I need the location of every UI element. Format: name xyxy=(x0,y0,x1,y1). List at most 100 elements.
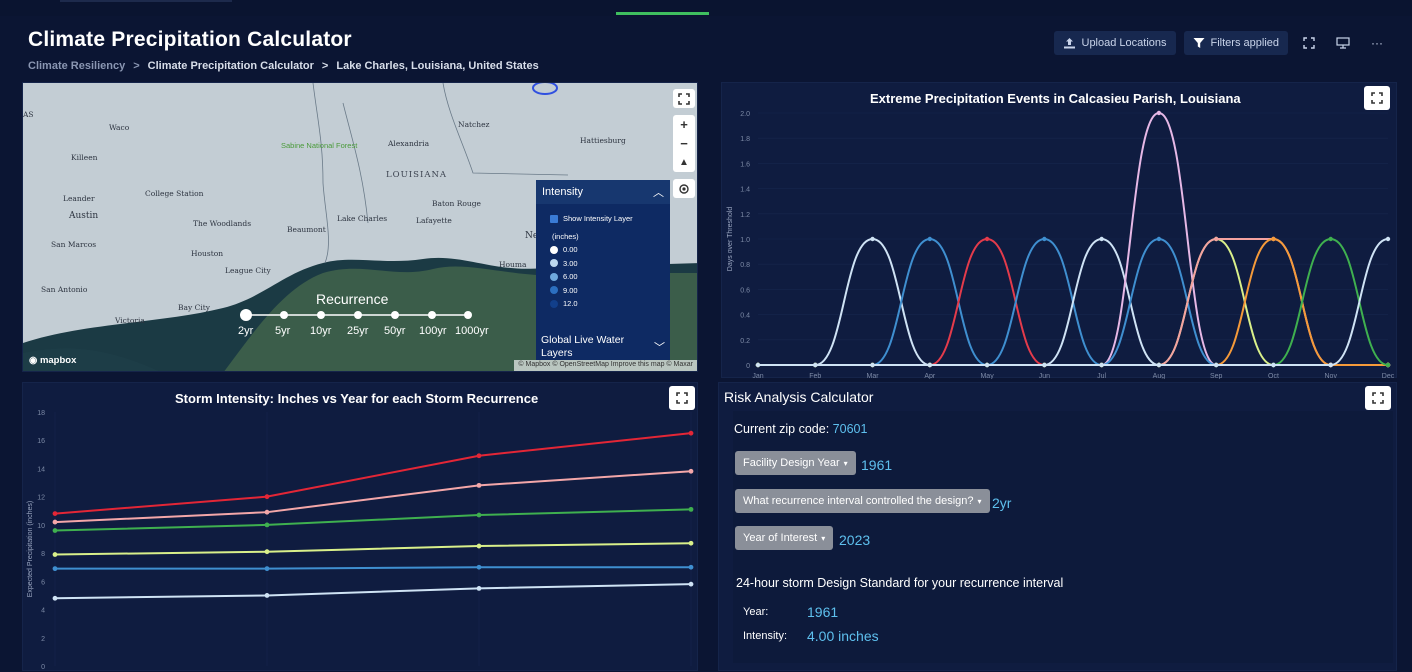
filters-applied-button[interactable]: Filters applied xyxy=(1183,31,1288,55)
x-tick-label: Oct xyxy=(1268,373,1279,379)
filters-applied-label: Filters applied xyxy=(1210,37,1279,49)
y-tick-label: 2 xyxy=(41,636,45,643)
recurrence-stop-100yr[interactable] xyxy=(428,311,436,319)
checkbox-icon[interactable] xyxy=(550,214,558,223)
presentation-icon[interactable] xyxy=(1330,31,1356,55)
legend-item: 0.00 xyxy=(536,243,670,257)
recurrence-option[interactable]: 5yr xyxy=(275,325,291,337)
legend-item: 3.00 xyxy=(536,257,670,271)
recurrence-slider[interactable]: Recurrence 2yr 5yr 10yr 25yr 50yr 100yr … xyxy=(238,291,508,339)
zoom-in-icon[interactable]: + xyxy=(680,117,688,132)
data-point xyxy=(476,482,482,488)
data-point xyxy=(688,430,694,436)
x-tick-label: Sep xyxy=(1210,373,1223,379)
chart-expand-button[interactable] xyxy=(1364,86,1390,110)
x-tick-label: May xyxy=(980,373,994,379)
fullscreen-icon[interactable] xyxy=(1296,31,1322,55)
breadcrumb-item[interactable]: Climate Resiliency xyxy=(28,60,126,72)
y-axis-label: Days over Threshold xyxy=(727,207,734,272)
extreme-precip-chart: 0 0.2 0.4 0.6 0.8 1.0 1.2 1.4 1.6 1.8 2.0 Jan Feb Mar… xyxy=(727,110,1395,379)
y-tick-label: 0.4 xyxy=(740,313,750,320)
y-tick-label: 0.2 xyxy=(740,338,750,345)
active-tab-indicator xyxy=(616,12,709,15)
global-layers-toggle[interactable]: Global Live Water Layers ﹀ xyxy=(541,334,665,360)
intensity-unit: (inches) xyxy=(552,231,579,241)
data-point xyxy=(52,519,58,525)
data-point xyxy=(1042,236,1047,242)
zoom-out-icon[interactable]: − xyxy=(680,136,688,151)
recurrence-stop-2yr[interactable] xyxy=(240,309,252,321)
recurrence-interval-dropdown[interactable]: What recurrence interval controlled the … xyxy=(735,489,990,513)
y-tick-label: 14 xyxy=(37,466,45,473)
year-of-interest-dropdown[interactable]: Year of Interest ▾ xyxy=(735,526,834,550)
upload-locations-button[interactable]: Upload Locations xyxy=(1053,31,1176,55)
design-intensity-value: 4.00 inches xyxy=(807,628,879,644)
map-attribution[interactable]: © Mapbox © OpenStreetMap Improve this ma… xyxy=(514,360,697,371)
more-options-icon[interactable]: ··· xyxy=(1371,36,1383,50)
facility-design-year-dropdown[interactable]: Facility Design Year ▾ xyxy=(735,451,856,475)
expand-icon xyxy=(1371,92,1383,104)
data-point xyxy=(927,362,933,368)
chevron-up-icon[interactable]: ︿ xyxy=(653,187,664,199)
x-tick-label: Jan xyxy=(752,373,763,379)
upload-locations-label: Upload Locations xyxy=(1081,37,1167,49)
top-tab-outline xyxy=(60,0,232,2)
legend-swatch xyxy=(550,245,558,254)
x-tick-label: Feb xyxy=(809,373,821,379)
map-label: League City xyxy=(225,266,271,275)
recurrence-option[interactable]: 2yr xyxy=(238,325,254,337)
extreme-precip-chart-panel: Extreme Precipitation Events in Calcasie… xyxy=(721,82,1397,379)
data-point xyxy=(688,506,694,512)
recurrence-stop-10yr[interactable] xyxy=(317,311,325,319)
legend-label: 6.00 xyxy=(563,272,578,282)
compass-icon[interactable]: ▲ xyxy=(679,157,689,168)
legend-item: 6.00 xyxy=(536,270,670,284)
legend-swatch xyxy=(550,259,558,268)
recurrence-option[interactable]: 10yr xyxy=(310,325,332,337)
data-point xyxy=(52,552,58,557)
legend-item: 12.0 xyxy=(536,297,670,311)
data-point xyxy=(52,528,58,533)
series-line xyxy=(54,583,692,600)
data-point xyxy=(870,362,875,368)
data-point xyxy=(813,362,818,368)
recurrence-stop-1000yr[interactable] xyxy=(464,311,472,319)
map-label: Baton Rouge xyxy=(432,199,481,208)
map-locate-button[interactable] xyxy=(673,179,695,198)
data-point xyxy=(1099,362,1104,368)
legend-swatch xyxy=(550,272,558,281)
data-point xyxy=(476,543,482,549)
expand-icon xyxy=(676,392,688,404)
series-line xyxy=(55,566,691,570)
recurrence-stop-5yr[interactable] xyxy=(280,311,288,319)
chart-title: Storm Intensity: Inches vs Year for each… xyxy=(175,391,539,406)
recurrence-option[interactable]: 50yr xyxy=(384,325,406,337)
recurrence-stop-25yr[interactable] xyxy=(354,311,362,319)
map-zoom-controls: + − ▲ xyxy=(673,115,695,172)
map-expand-button[interactable] xyxy=(673,89,695,108)
map-label: Houma xyxy=(499,260,527,269)
legend-label: 9.00 xyxy=(563,285,578,295)
recurrence-option[interactable]: 100yr xyxy=(419,325,447,337)
header-actions: Upload Locations Filters applied ··· xyxy=(1053,31,1391,55)
legend-swatch xyxy=(550,299,558,308)
show-intensity-toggle[interactable]: Show Intensity Layer xyxy=(536,212,670,226)
intensity-header[interactable]: Intensity ︿ xyxy=(536,180,670,204)
map-panel[interactable]: AS Waco Killeen Leander Austin College S… xyxy=(22,82,698,372)
show-intensity-label: Show Intensity Layer xyxy=(563,214,633,224)
breadcrumb-item: Lake Charles, Louisiana, United States xyxy=(336,60,539,72)
series-line xyxy=(757,237,1388,366)
series-line xyxy=(54,470,692,524)
map-label: Hattiesburg xyxy=(580,136,626,145)
calculator-body: Current zip code: 70601 Facility Design … xyxy=(733,411,1393,663)
breadcrumb-item[interactable]: Climate Precipitation Calculator xyxy=(147,60,314,72)
chevron-down-icon: ﹀ xyxy=(654,342,665,354)
recurrence-track[interactable] xyxy=(238,291,508,339)
calculator-expand-button[interactable] xyxy=(1365,386,1391,410)
y-tick-label: 10 xyxy=(37,523,45,530)
recurrence-stop-50yr[interactable] xyxy=(391,311,399,319)
map-label: Austin xyxy=(69,211,99,221)
recurrence-option[interactable]: 1000yr xyxy=(455,325,489,337)
recurrence-option[interactable]: 25yr xyxy=(347,325,369,337)
chart-expand-button[interactable] xyxy=(669,386,695,410)
